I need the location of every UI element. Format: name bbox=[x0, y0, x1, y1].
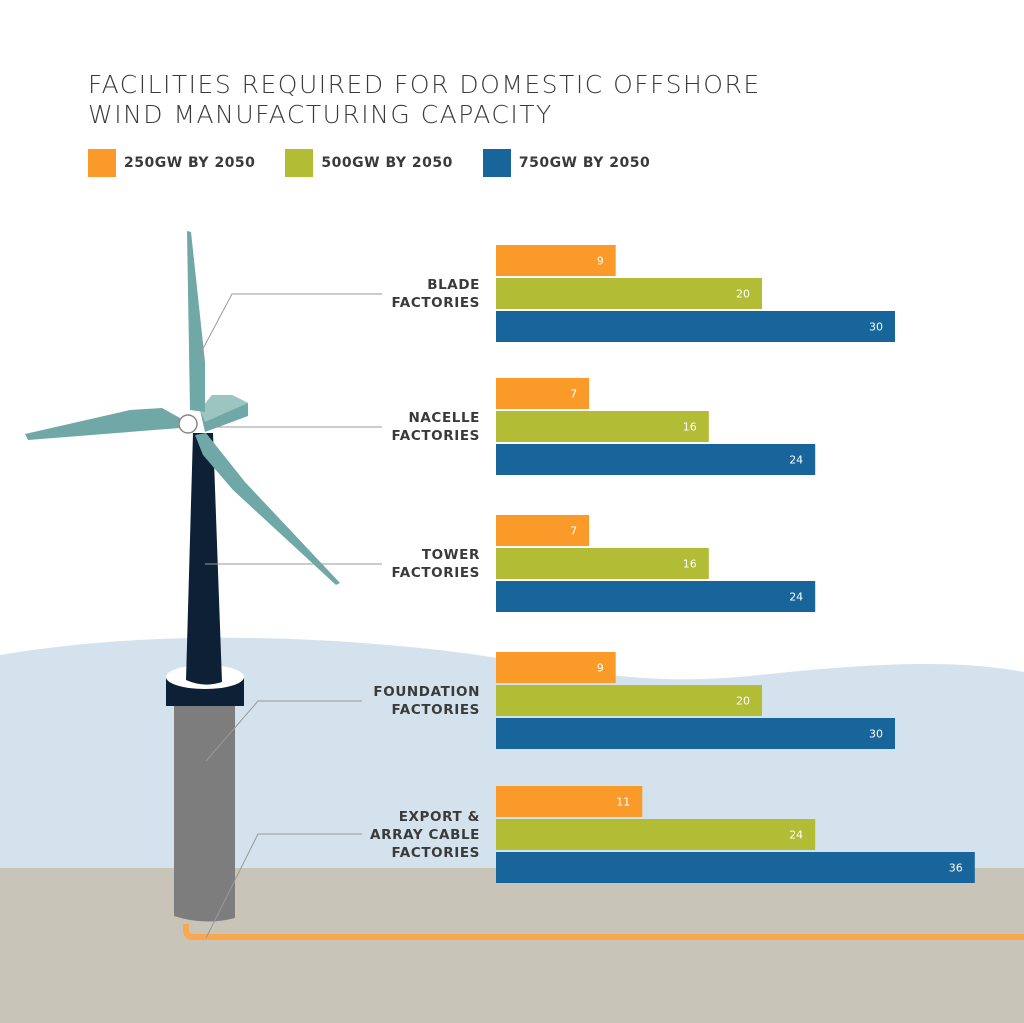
chart-title: FACILITIES REQUIRED FOR DOMESTIC OFFSHOR… bbox=[88, 70, 761, 130]
bar-value-label: 30 bbox=[869, 728, 883, 741]
leader-cable bbox=[205, 833, 362, 939]
title-line-1: FACILITIES REQUIRED FOR DOMESTIC OFFSHOR… bbox=[88, 70, 761, 99]
bar bbox=[496, 786, 643, 817]
bar-value-label: 24 bbox=[789, 829, 803, 842]
bar bbox=[496, 581, 816, 612]
monopile bbox=[174, 700, 235, 922]
bar-value-label: 16 bbox=[683, 421, 697, 434]
cable bbox=[183, 924, 1024, 940]
category-label-blade: BLADE FACTORIES bbox=[391, 277, 480, 311]
blade-left bbox=[25, 408, 180, 440]
bar bbox=[496, 652, 616, 683]
leader-blade bbox=[196, 293, 382, 361]
bar bbox=[496, 311, 895, 342]
legend-item-250gw: 250GW BY 2050 bbox=[88, 149, 255, 177]
water bbox=[0, 637, 1024, 870]
legend-swatch-500gw bbox=[285, 149, 314, 177]
category-label-tower: TOWER FACTORIES bbox=[391, 547, 480, 581]
bar bbox=[496, 548, 709, 579]
legend-label-250gw: 250GW BY 2050 bbox=[124, 155, 256, 171]
legend-item-500gw: 500GW BY 2050 bbox=[285, 149, 452, 177]
title-line-2: WIND MANUFACTURING CAPACITY bbox=[88, 100, 553, 129]
bar-value-label: 11 bbox=[616, 796, 630, 809]
bar-value-label: 24 bbox=[789, 591, 803, 604]
bar bbox=[496, 515, 590, 546]
legend-label-750gw: 750GW BY 2050 bbox=[518, 155, 651, 171]
bar bbox=[496, 278, 762, 309]
blade-up bbox=[187, 231, 205, 412]
bar-value-label: 36 bbox=[949, 862, 963, 875]
bar-value-label: 24 bbox=[789, 454, 803, 467]
legend-item-750gw: 750GW BY 2050 bbox=[482, 149, 651, 177]
seabed bbox=[0, 868, 1024, 1023]
legend-swatch-250gw bbox=[88, 149, 116, 177]
bar-value-label: 20 bbox=[736, 288, 750, 301]
bar bbox=[496, 411, 709, 442]
bar bbox=[496, 819, 816, 850]
leader-foundation bbox=[205, 700, 362, 762]
hub bbox=[178, 414, 198, 434]
bar bbox=[496, 444, 816, 475]
leader-lines bbox=[196, 293, 382, 939]
legend-swatch-750gw bbox=[482, 149, 511, 177]
legend-label-500gw: 500GW BY 2050 bbox=[321, 155, 453, 171]
legend: 250GW BY 2050 500GW BY 2050 750GW BY 205… bbox=[88, 149, 680, 177]
category-label-nacelle: NACELLE FACTORIES bbox=[391, 410, 480, 444]
nacelle-top bbox=[200, 395, 248, 422]
bar-value-label: 7 bbox=[570, 388, 577, 401]
bar-value-label: 20 bbox=[736, 695, 750, 708]
bar-value-label: 30 bbox=[869, 321, 883, 334]
bar bbox=[496, 718, 895, 749]
bar bbox=[496, 685, 762, 716]
blade-down bbox=[195, 433, 340, 585]
bar-value-label: 9 bbox=[597, 255, 604, 268]
category-label-foundation: FOUNDATION FACTORIES bbox=[373, 684, 480, 718]
bar-value-label: 16 bbox=[683, 558, 697, 571]
bar-value-label: 7 bbox=[570, 525, 577, 538]
category-label-cable: EXPORT & ARRAY CABLE FACTORIES bbox=[370, 809, 480, 861]
bar-value-label: 9 bbox=[597, 662, 604, 675]
bar bbox=[496, 852, 975, 883]
bar-chart: 9 20 30 7 16 24 7 16 24 9 20 30 11 24 36 bbox=[496, 245, 975, 883]
tower bbox=[186, 433, 222, 685]
bar bbox=[496, 378, 590, 409]
bar bbox=[496, 245, 616, 276]
